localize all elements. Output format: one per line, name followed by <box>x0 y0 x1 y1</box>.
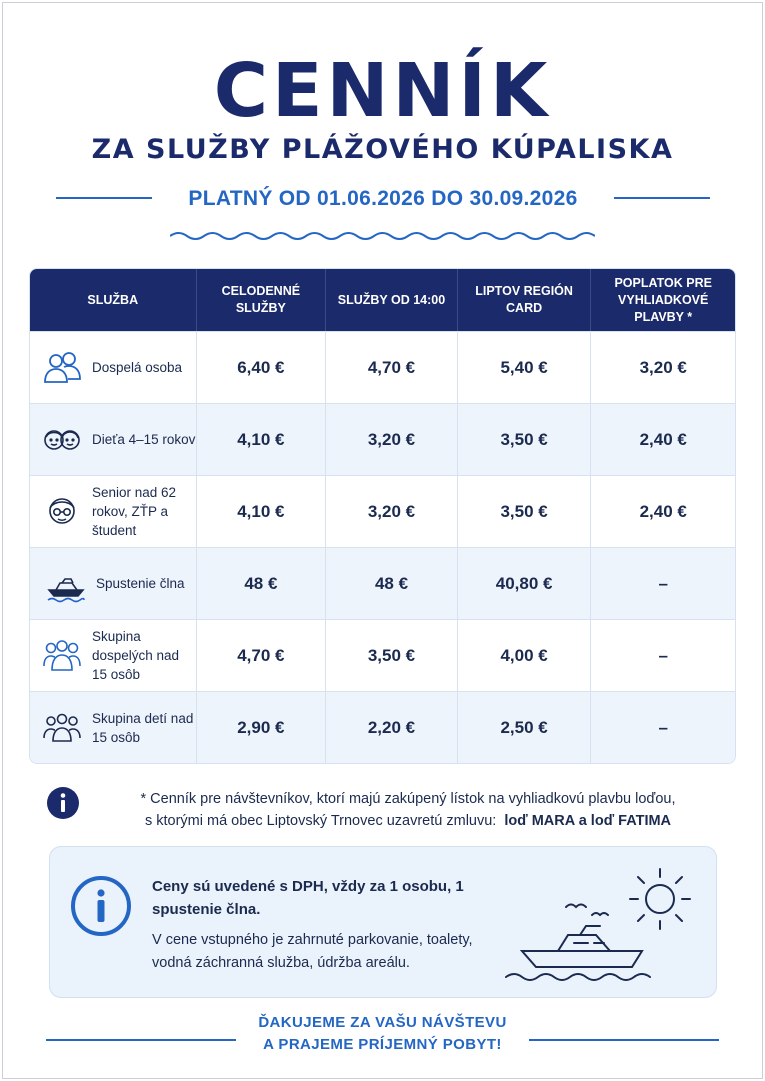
price-full-day: 4,70 € <box>197 620 327 691</box>
price-cruise-fee: 2,40 € <box>639 429 687 449</box>
service-label: Dospelá osoba <box>92 360 183 375</box>
thank-you-line-2: A PRAJEME PRÍJEMNÝ POBYT! <box>263 1036 502 1053</box>
table-row: Dospelá osoba 6,40 € 4,70 € 5,40 € 3,20 … <box>30 331 735 403</box>
info-box-text: V cene vstupného je zahrnuté parkovanie,… <box>152 932 473 971</box>
price-full-day: 6,40 € <box>197 332 327 403</box>
footer: ĎAKUJEME ZA VAŠU NÁVŠTEVU A PRAJEME PRÍJ… <box>0 1012 765 1058</box>
price-full-day: 2,90 € <box>197 692 327 763</box>
footnote-line-2-prefix: s ktorými má obec Liptovský Trnovec uzav… <box>144 813 497 829</box>
page-title: CENNÍK <box>213 48 552 134</box>
service-label: Skupina dospelých nad 15 osôb <box>92 629 180 682</box>
child-group-icon <box>43 713 81 742</box>
thank-you-line-1: ĎAKUJEME ZA VAŠU NÁVŠTEVU <box>258 1014 507 1031</box>
col-header-liptov-card: LIPTOV REGIÓN CARD <box>458 269 592 331</box>
price-cruise-fee: 3,20 € <box>639 357 687 377</box>
footnote: * Cenník pre návštevníkov, ktorí majú za… <box>46 786 726 836</box>
price-liptov-card: 3,50 € <box>458 476 592 547</box>
page-subtitle: ZA SLUŽBY PLÁŽOVÉHO KÚPALISKA <box>91 134 674 165</box>
table-row: Skupina detí nad 15 osôb 2,90 € 2,20 € 2… <box>30 691 735 763</box>
col-header-from-14: SLUŽBY OD 14:00 <box>326 269 458 331</box>
senior-icon <box>49 497 75 524</box>
price-from-14: 3,20 € <box>326 476 458 547</box>
service-cell: Spustenie člna <box>30 548 197 619</box>
service-cell: Dospelá osoba <box>30 332 197 403</box>
table-row: Spustenie člna 48 € 48 € 40,80 € – <box>30 547 735 619</box>
service-cell: Skupina detí nad 15 osôb <box>30 692 197 763</box>
wave-decoration <box>170 232 595 240</box>
service-label: Skupina detí nad 15 osôb <box>92 710 194 745</box>
price-cruise-fee: – <box>658 573 668 593</box>
price-full-day: 48 € <box>197 548 327 619</box>
col-header-service: SLUŽBA <box>30 269 197 331</box>
service-label: Senior nad 62 rokov, ZŤP a študent <box>92 485 177 538</box>
table-header: SLUŽBA CELODENNÉ SLUŽBY SLUŽBY OD 14:00 … <box>30 269 735 331</box>
footnote-boats: loď MARA a loď FATIMA <box>504 813 672 829</box>
price-cruise-fee: 2,40 € <box>639 501 687 521</box>
child-icon <box>44 429 80 450</box>
footnote-line-1: * Cenník pre návštevníkov, ktorí majú za… <box>140 791 676 807</box>
info-box-bold-text: Ceny sú uvedené s DPH, vždy za 1 osobu, … <box>152 878 464 918</box>
info-circle-icon <box>71 876 131 936</box>
price-from-14: 2,20 € <box>326 692 458 763</box>
service-label: Dieťa 4–15 rokov <box>92 432 196 447</box>
boat-sun-illustration <box>505 868 691 981</box>
validity-period: PLATNÝ OD 01.06.2026 DO 30.09.2026 <box>188 187 578 210</box>
footer-divider-right <box>529 1039 719 1041</box>
thank-you-message: ĎAKUJEME ZA VAŠU NÁVŠTEVU A PRAJEME PRÍJ… <box>240 1012 525 1056</box>
price-liptov-card: 40,80 € <box>458 548 592 619</box>
price-cruise-fee: – <box>658 717 668 737</box>
service-cell: Senior nad 62 rokov, ZŤP a študent <box>30 476 197 547</box>
col-header-full-day: CELODENNÉ SLUŽBY <box>197 269 327 331</box>
boat-icon <box>47 577 85 602</box>
divider-left <box>56 197 152 199</box>
price-table: SLUŽBA CELODENNÉ SLUŽBY SLUŽBY OD 14:00 … <box>29 268 736 764</box>
price-liptov-card: 3,50 € <box>458 404 592 475</box>
table-row: Dieťa 4–15 rokov 4,10 € 3,20 € 3,50 € 2,… <box>30 403 735 475</box>
price-liptov-card: 2,50 € <box>458 692 592 763</box>
price-liptov-card: 5,40 € <box>458 332 592 403</box>
price-liptov-card: 4,00 € <box>458 620 592 691</box>
footnote-text: * Cenník pre návštevníkov, ktorí majú za… <box>98 788 718 832</box>
service-cell: Dieťa 4–15 rokov <box>30 404 197 475</box>
adult-icon <box>44 351 81 383</box>
price-from-14: 3,20 € <box>326 404 458 475</box>
price-full-day: 4,10 € <box>197 404 327 475</box>
col-header-cruise-fee: POPLATOK PRE VYHLIADKOVÉ PLAVBY * <box>614 275 712 324</box>
price-cruise-fee: – <box>658 645 668 665</box>
service-label: Spustenie člna <box>96 576 185 591</box>
adult-group-icon <box>43 639 81 671</box>
validity-row: PLATNÝ OD 01.06.2026 DO 30.09.2026 <box>56 184 710 214</box>
divider-right <box>614 197 710 199</box>
info-box: Ceny sú uvedené s DPH, vždy za 1 osobu, … <box>49 846 717 998</box>
price-full-day: 4,10 € <box>197 476 327 547</box>
price-from-14: 3,50 € <box>326 620 458 691</box>
table-row: Senior nad 62 rokov, ZŤP a študent 4,10 … <box>30 475 735 547</box>
table-row: Skupina dospelých nad 15 osôb 4,70 € 3,5… <box>30 619 735 691</box>
footnote-line-2: s ktorými má obec Liptovský Trnovec uzav… <box>98 810 718 832</box>
footer-divider-left <box>46 1039 236 1041</box>
service-cell: Skupina dospelých nad 15 osôb <box>30 620 197 691</box>
price-from-14: 4,70 € <box>326 332 458 403</box>
info-icon <box>47 787 79 819</box>
price-from-14: 48 € <box>326 548 458 619</box>
